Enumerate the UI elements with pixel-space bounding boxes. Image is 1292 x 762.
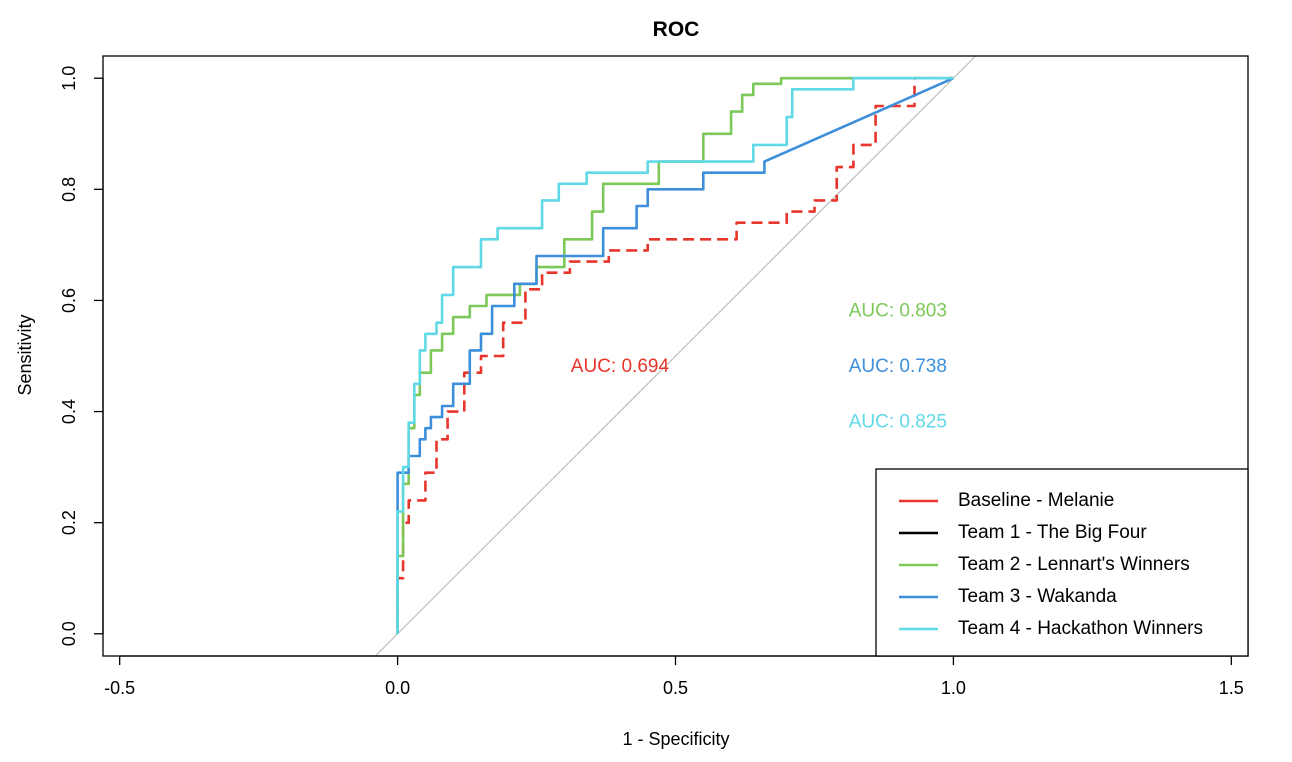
y-tick-label: 0.8 — [59, 177, 79, 202]
y-axis-label: Sensitivity — [15, 314, 35, 395]
y-tick-label: 0.2 — [59, 510, 79, 535]
roc-curve-series-5 — [396, 76, 954, 634]
roc-curve-series-4 — [396, 77, 954, 634]
x-tick-label: 0.0 — [385, 678, 410, 698]
roc-curve-series-1 — [396, 76, 954, 634]
auc-annotation-2: AUC: 0.803 — [849, 301, 947, 322]
legend-label-5: Team 4 - Hackathon Winners — [958, 618, 1203, 639]
x-tick-label: 1.5 — [1219, 678, 1244, 698]
auc-annotation-1: AUC: 0.694 — [571, 356, 670, 377]
y-tick-label: 0.0 — [59, 621, 79, 646]
y-tick-label: 0.6 — [59, 288, 79, 313]
x-tick-label: -0.5 — [104, 678, 135, 698]
x-tick-label: 1.0 — [941, 678, 966, 698]
plot-inner: AUC: 0.694 AUC: 0.803 AUC: 0.738 AUC: 0.825 — [374, 56, 977, 656]
legend-label-2: Team 1 - The Big Four — [958, 522, 1147, 543]
legend-label-1: Baseline - Melanie — [958, 490, 1114, 511]
auc-annotation-3: AUC: 0.738 — [849, 356, 947, 377]
legend-label-3: Team 2 - Lennart's Winners — [958, 554, 1190, 575]
chart-title: ROC — [653, 18, 700, 41]
auc-annotation-4: AUC: 0.825 — [849, 412, 947, 433]
x-axis-label: 1 - Specificity — [622, 729, 729, 749]
reference-diagonal-line — [374, 56, 977, 656]
legend: Baseline - Melanie Team 1 - The Big Four T… — [875, 468, 1249, 657]
legend-label-4: Team 3 - Wakanda — [958, 586, 1117, 607]
x-tick-label: 0.5 — [663, 678, 688, 698]
y-tick-label: 0.4 — [59, 399, 79, 424]
plot-area: AUC: 0.694 AUC: 0.803 AUC: 0.738 AUC: 0.825 — [374, 56, 977, 656]
y-tick-label: 1.0 — [59, 66, 79, 91]
